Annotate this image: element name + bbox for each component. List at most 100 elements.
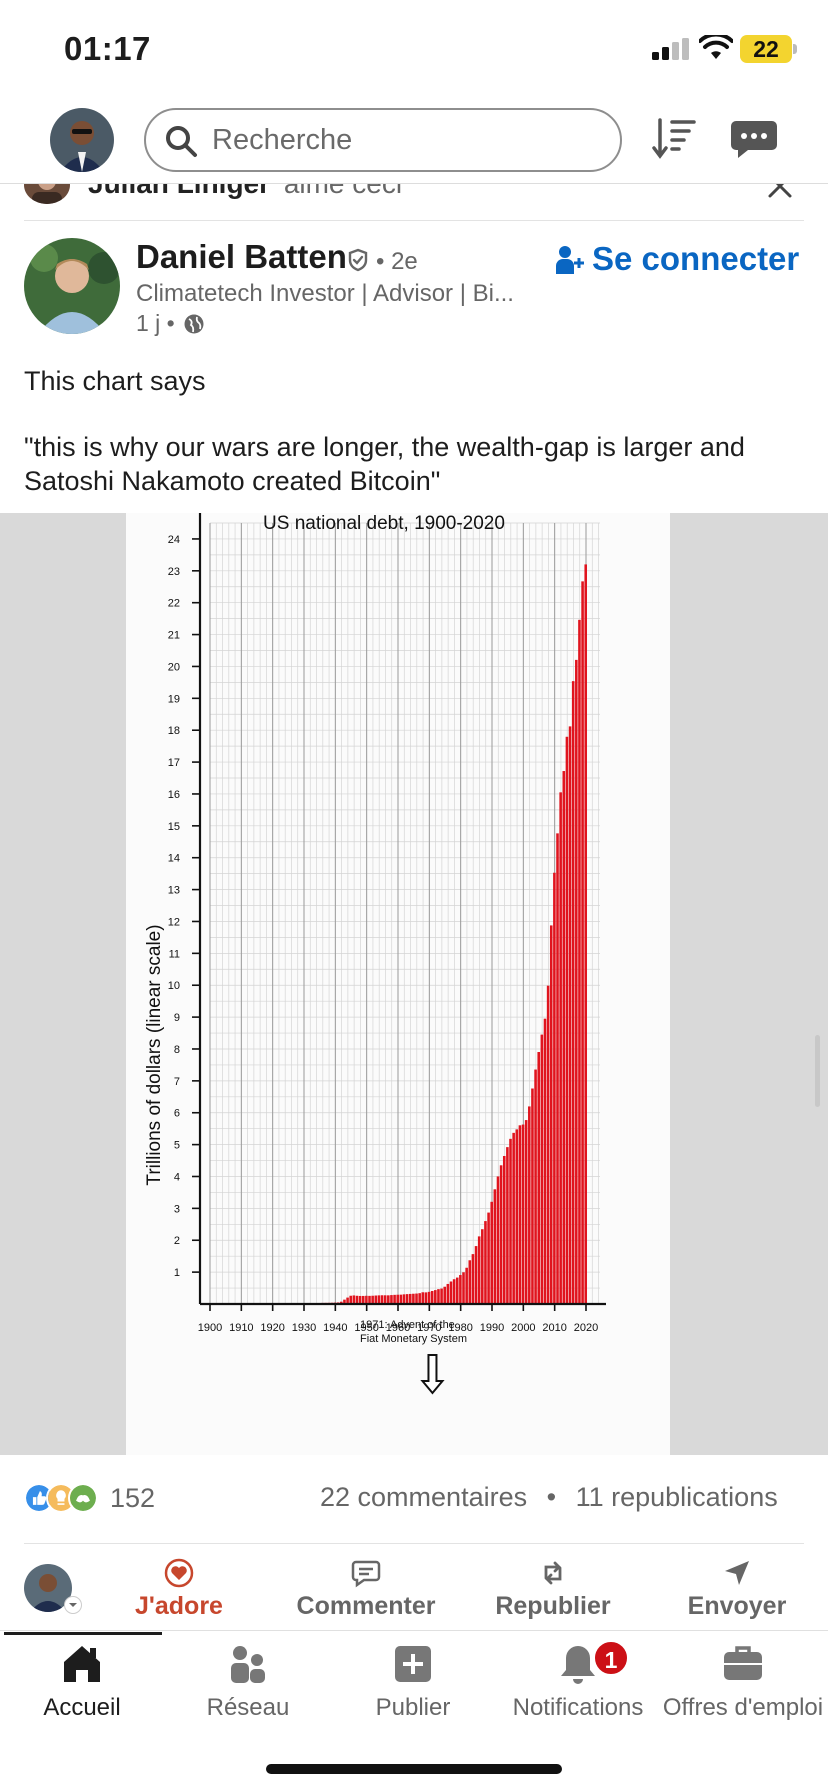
chart-bar (462, 1272, 465, 1304)
chart-bar (521, 1124, 525, 1304)
nav-notifications[interactable]: Notifications (495, 1642, 661, 1722)
y-tick-label: 21 (168, 630, 180, 642)
chart-bar (493, 1189, 497, 1304)
chart-bar (452, 1279, 456, 1304)
battery-cap (793, 44, 797, 54)
profile-avatar[interactable] (50, 108, 114, 172)
bell-icon (561, 1646, 595, 1684)
chart-annotation-line: 1971: Advent of the (360, 1319, 455, 1331)
author-avatar[interactable] (24, 238, 120, 334)
chart-annotation-line: Fiat Monetary System (360, 1333, 467, 1345)
search-icon (166, 126, 197, 157)
chart-bar (449, 1281, 453, 1304)
divider (0, 183, 828, 184)
chart-bar (399, 1294, 403, 1304)
chart-bar (430, 1290, 434, 1304)
notification-badge: 1 (593, 1640, 629, 1676)
comment-icon (351, 1560, 381, 1588)
network-icon (231, 1646, 265, 1683)
repost-icon (544, 1561, 562, 1585)
chart-bar (509, 1138, 512, 1304)
chart-bar (584, 564, 588, 1304)
nav-network[interactable]: Réseau (165, 1642, 331, 1722)
chart-bar (424, 1292, 428, 1304)
search-bar[interactable]: Recherche (144, 108, 622, 172)
chart-bar (553, 872, 556, 1304)
chart-bar (415, 1293, 418, 1304)
chart-bar (358, 1295, 362, 1304)
chart-bar (575, 659, 578, 1304)
reactions-summary[interactable]: 152 (24, 1480, 155, 1516)
chart-bar (506, 1147, 509, 1304)
author-name[interactable]: Daniel Batten (136, 238, 347, 275)
x-tick-label: 2020 (574, 1322, 598, 1334)
signal-icon (652, 38, 689, 60)
chart-bar (434, 1290, 437, 1304)
chart-bar (377, 1295, 381, 1304)
nav-jobs[interactable]: Offres d'emploi (660, 1642, 826, 1722)
repost-button[interactable]: Republier (468, 1558, 638, 1621)
nav-home-label: Accueil (43, 1694, 121, 1721)
love-button[interactable]: J'adore (94, 1558, 264, 1621)
chart-bar (546, 985, 550, 1304)
x-tick-label: 1930 (292, 1322, 316, 1334)
verified-icon (348, 248, 368, 272)
reposts-count[interactable]: 11 republications (575, 1482, 778, 1512)
connect-label: Se connecter (592, 240, 800, 277)
chart-title: US national debt, 1900-2020 (263, 513, 505, 534)
like-reaction-icon (24, 1483, 54, 1513)
chart-bar (487, 1212, 490, 1304)
chart-bar (549, 925, 553, 1304)
chart-bar (578, 619, 581, 1304)
chart-bar (468, 1260, 472, 1304)
connection-degree: • 2e (376, 248, 418, 275)
chart-bar (427, 1291, 431, 1304)
y-tick-label: 17 (168, 757, 180, 769)
sort-icon[interactable] (652, 116, 696, 160)
active-tab-indicator (4, 1632, 162, 1635)
y-tick-label: 18 (168, 725, 180, 737)
comments-count[interactable]: 22 commentaires (320, 1482, 528, 1512)
send-button[interactable]: Envoyer (652, 1558, 822, 1621)
chart-bar (534, 1069, 537, 1304)
chart-bar (455, 1277, 459, 1304)
post-time: 1 j • (136, 310, 205, 337)
chart-bar (371, 1295, 374, 1304)
chart-bar (559, 792, 562, 1304)
chart-bar (352, 1295, 356, 1304)
y-tick-label: 13 (168, 885, 180, 897)
globe-icon (184, 314, 204, 333)
scrollbar[interactable] (815, 1035, 820, 1107)
nav-post[interactable]: Publier (330, 1642, 496, 1722)
comment-button[interactable]: Commenter (281, 1558, 451, 1621)
debt-chart: 123456789101112131415161718192021222324 … (144, 513, 606, 1395)
chart-bar (440, 1288, 443, 1304)
y-tick-label: 5 (174, 1140, 180, 1152)
connect-button[interactable]: Se connecter (556, 240, 799, 278)
chart-bar (581, 581, 584, 1304)
divider (24, 1543, 804, 1544)
post-time-label: 1 j • (136, 310, 175, 336)
chart-bar (543, 1018, 547, 1304)
y-tick-label: 14 (168, 853, 180, 865)
chart-bar (537, 1052, 541, 1304)
comments-reposts-summary[interactable]: 22 commentaires • 11 republications (320, 1482, 778, 1513)
messaging-icon[interactable] (730, 117, 778, 161)
y-tick-label: 20 (168, 661, 180, 673)
support-reaction-icon (68, 1483, 98, 1513)
chart-bar (396, 1294, 400, 1304)
y-tick-label: 23 (168, 566, 180, 578)
chart-bar (474, 1246, 478, 1304)
chart-bar (562, 771, 566, 1304)
chart-bar (490, 1201, 494, 1304)
chart-bar (418, 1293, 421, 1304)
chart-bar (556, 833, 559, 1304)
x-tick-label: 1920 (260, 1322, 284, 1334)
nav-home[interactable]: Accueil (0, 1642, 165, 1722)
battery-indicator: 22 (740, 35, 792, 63)
chevron-down-icon[interactable] (64, 1596, 82, 1614)
y-tick-label: 7 (174, 1076, 180, 1088)
chart-bar (390, 1295, 393, 1304)
post-text-quote: "this is why our wars are longer, the we… (24, 432, 745, 496)
nav-network-label: Réseau (206, 1694, 290, 1721)
